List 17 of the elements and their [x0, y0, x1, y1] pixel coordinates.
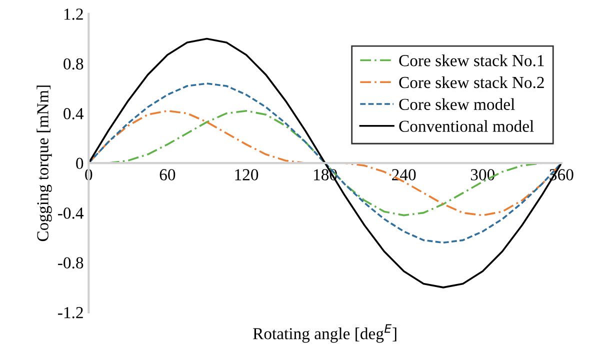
legend-label: Core skew stack No.2	[399, 76, 544, 88]
x-tick-label: 240	[392, 169, 416, 180]
x-tick-label: 300	[470, 169, 495, 180]
legend-label: Conventional model	[399, 120, 534, 132]
legend-label: Core skew stack No.1	[399, 54, 544, 66]
y-axis-title: Cogging torque [mNm]	[36, 86, 52, 242]
y-tick-label: -0.4	[58, 208, 84, 219]
y-tick-label: 0.8	[64, 58, 84, 70]
x-tick-label: 120	[235, 169, 258, 180]
x-axis-title: Rotating angle [deg$^{E}$]	[253, 324, 396, 343]
y-tick-label: 0.4	[64, 108, 84, 120]
y-tick-label: -1.2	[58, 307, 83, 318]
x-tick-label: 60	[160, 169, 176, 180]
y-tick-label: -0.8	[58, 257, 84, 269]
y-tick-label: 1.2	[64, 8, 83, 20]
y-tick-label: 0	[76, 158, 84, 170]
legend-label: Core skew model	[399, 98, 515, 110]
